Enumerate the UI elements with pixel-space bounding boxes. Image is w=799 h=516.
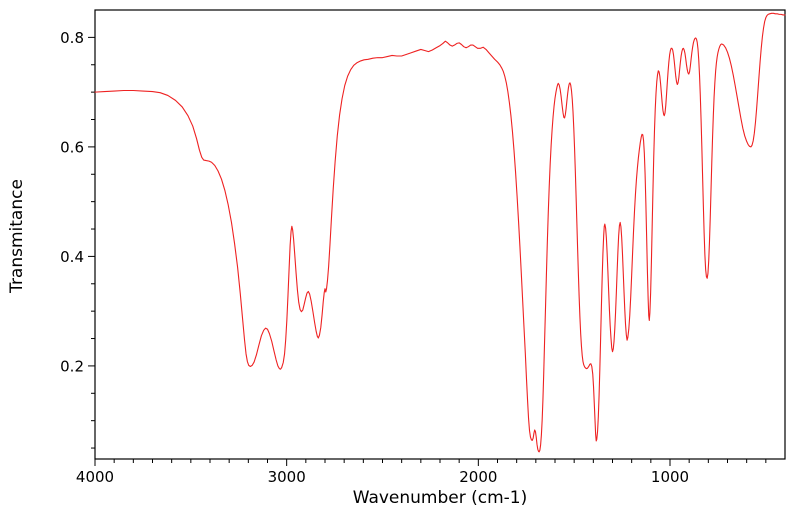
plot-border [94, 9, 786, 460]
y-tick-label: 0.4 [60, 248, 84, 266]
minor-ticks [91, 64, 767, 463]
x-tick-label: 3000 [268, 468, 306, 486]
y-axis-label: Transmitance [7, 179, 27, 294]
y-tick-label: 0.8 [60, 29, 84, 47]
major-ticks [88, 36, 671, 466]
y-tick-label: 0.2 [60, 357, 84, 375]
y-tick-label: 0.6 [60, 138, 84, 156]
x-axis-label: Wavenumber (cm-1) [353, 488, 528, 508]
x-tick-label: 2000 [459, 468, 497, 486]
spectrum-line [94, 12, 786, 453]
x-tick-label: 1000 [651, 468, 689, 486]
tick-labels: 4000 3000 2000 1000 0.2 0.4 0.6 0.8 [60, 29, 689, 486]
x-tick-label: 4000 [76, 468, 114, 486]
